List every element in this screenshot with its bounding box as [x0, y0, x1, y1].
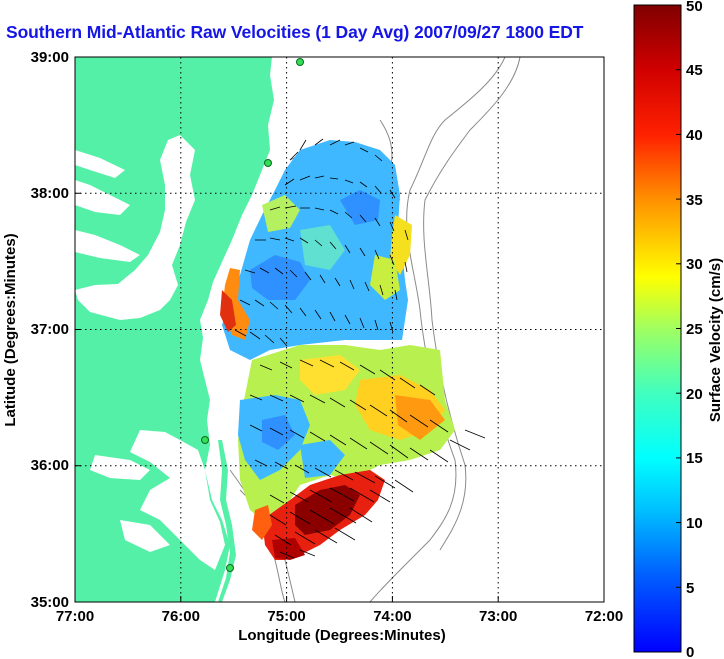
colorbar-tick-label: 0 [686, 644, 694, 659]
x-tick-label: 75:00 [267, 608, 305, 625]
y-tick-labels: 39:00 38:00 37:00 36:00 35:00 [31, 49, 69, 611]
x-tick-label: 77:00 [56, 608, 94, 625]
colorbar-label: Surface Velocity (cm/s) [707, 258, 724, 422]
x-tick-label: 72:00 [585, 608, 623, 625]
velocity-vectors [234, 138, 486, 559]
colorbar-tick-label: 40 [686, 127, 703, 144]
colorbar-tick-label: 35 [686, 192, 703, 209]
colorbar-ticks [676, 4, 681, 653]
colorbar-tick-label: 10 [686, 515, 703, 532]
x-tick-label: 73:00 [479, 608, 517, 625]
station-markers [201, 58, 304, 572]
colorbar [633, 4, 682, 653]
colorbar-tick-label: 45 [686, 62, 703, 79]
y-tick-label: 36:00 [31, 457, 69, 474]
colorbar-tick-label: 50 [686, 0, 703, 15]
station-marker [201, 436, 209, 444]
colorbar-tick-label: 20 [686, 386, 703, 403]
land-mass [75, 57, 274, 602]
station-marker [264, 159, 272, 167]
x-tick-label: 76:00 [162, 608, 200, 625]
x-tick-label: 74:00 [373, 608, 411, 625]
colorbar-tick-label: 5 [686, 580, 694, 597]
station-marker [296, 58, 304, 66]
colorbar-tick-labels: 50 45 40 35 30 25 20 15 10 5 0 [686, 0, 703, 659]
y-tick-label: 38:00 [31, 185, 69, 202]
y-axis-label: Latitude (Degrees:Minutes) [2, 233, 19, 426]
station-marker [226, 564, 234, 572]
axis-ticks [74, 56, 605, 603]
y-tick-label: 39:00 [31, 49, 69, 66]
x-axis-label: Longitude (Degrees:Minutes) [238, 627, 446, 644]
map-title: Southern Mid-Atlantic Raw Velocities (1 … [6, 22, 584, 42]
x-tick-labels: 77:00 76:00 75:00 74:00 73:00 72:00 [56, 608, 623, 625]
y-tick-label: 35:00 [31, 594, 69, 611]
colorbar-tick-label: 25 [686, 321, 703, 338]
velocity-field [220, 140, 455, 560]
colorbar-tick-label: 15 [686, 450, 703, 467]
y-tick-label: 37:00 [31, 321, 69, 338]
grid-lines [75, 57, 604, 602]
colorbar-tick-label: 30 [686, 256, 703, 273]
